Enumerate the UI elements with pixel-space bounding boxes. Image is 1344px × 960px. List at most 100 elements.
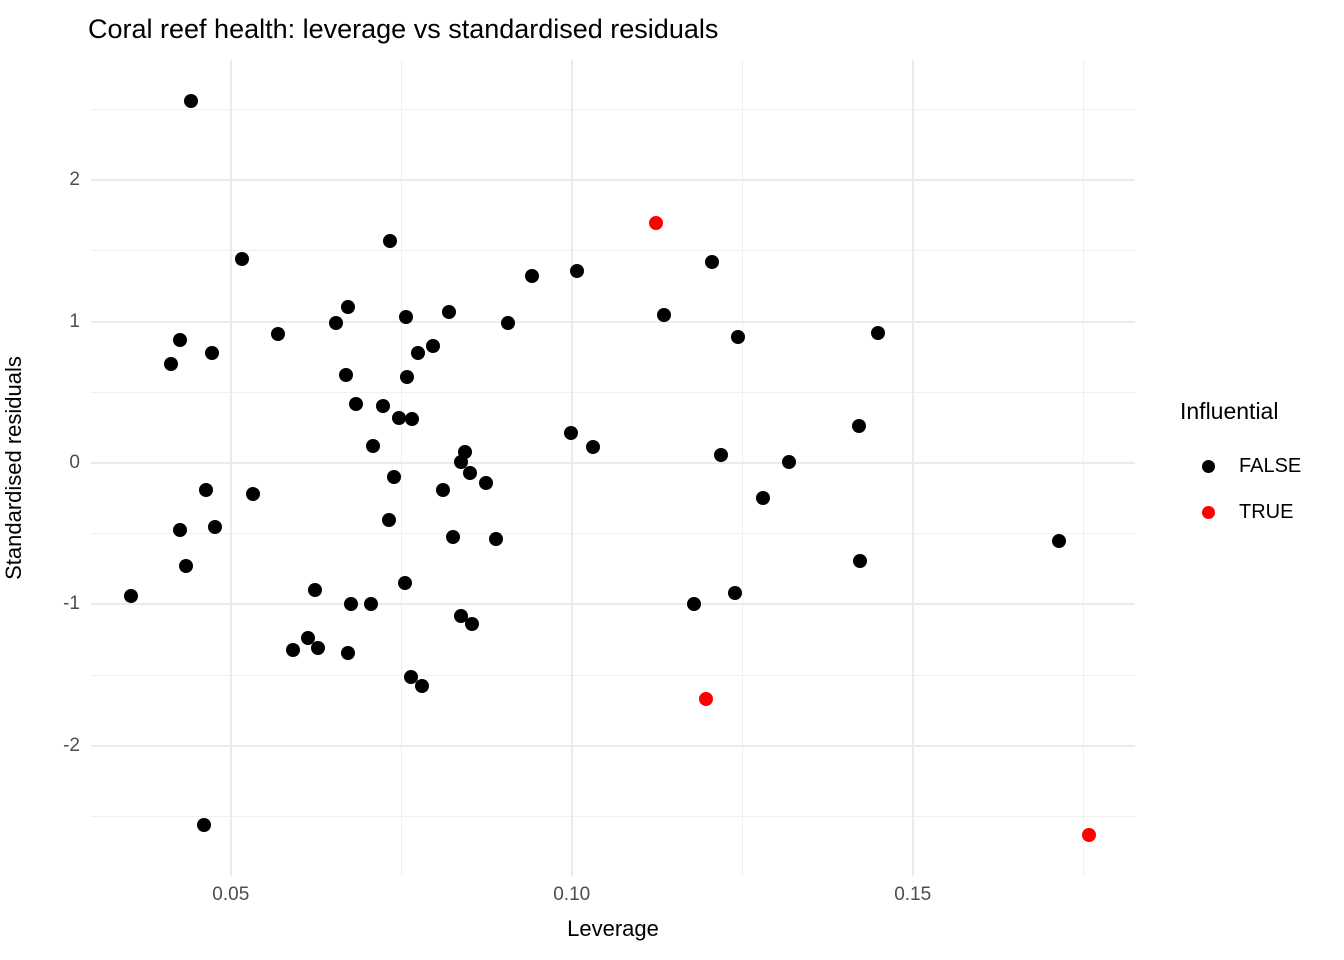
data-point-false bbox=[415, 679, 430, 694]
legend-dot-icon bbox=[1202, 459, 1215, 473]
chart-title: Coral reef health: leverage vs standardi… bbox=[88, 14, 719, 44]
legend-dot-icon bbox=[1202, 505, 1215, 519]
data-point-false bbox=[365, 439, 380, 454]
data-point-false bbox=[500, 316, 515, 331]
legend-item-true: TRUE bbox=[1180, 495, 1301, 529]
data-point-false bbox=[392, 410, 407, 425]
data-point-false bbox=[184, 94, 199, 108]
data-point-false bbox=[173, 522, 188, 537]
legend: Influential FALSE TRUE bbox=[1180, 398, 1301, 541]
y-tick-label: 0 bbox=[69, 452, 80, 474]
minor-gridline-vertical bbox=[1082, 60, 1084, 876]
major-gridline-vertical bbox=[570, 60, 573, 876]
major-gridline-horizontal bbox=[91, 179, 1135, 182]
data-point-false bbox=[381, 512, 396, 527]
legend-items: FALSE TRUE bbox=[1180, 449, 1301, 529]
y-tick-label: -2 bbox=[63, 734, 80, 756]
data-point-false bbox=[328, 316, 343, 331]
legend-label: FALSE bbox=[1239, 454, 1302, 477]
data-point-false bbox=[755, 491, 770, 506]
data-point-false bbox=[364, 597, 379, 612]
data-point-false bbox=[851, 419, 866, 434]
data-point-false bbox=[124, 588, 139, 603]
x-tick-label: 0.10 bbox=[553, 884, 591, 905]
minor-gridline-horizontal bbox=[91, 816, 1135, 818]
y-tick-label: 1 bbox=[69, 310, 80, 332]
data-point-false bbox=[397, 576, 412, 591]
x-tick-label: 0.15 bbox=[894, 884, 932, 905]
data-point-false bbox=[853, 553, 868, 568]
data-point-false bbox=[311, 641, 326, 656]
data-point-false bbox=[453, 608, 468, 623]
data-point-true bbox=[699, 692, 714, 707]
data-point-false bbox=[1051, 533, 1066, 548]
data-point-false bbox=[870, 325, 885, 340]
data-point-false bbox=[463, 465, 478, 480]
data-point-false bbox=[731, 330, 746, 345]
data-point-false bbox=[208, 519, 223, 534]
data-point-false bbox=[656, 307, 671, 322]
data-point-false bbox=[344, 597, 359, 612]
data-point-false bbox=[197, 818, 212, 833]
data-point-false bbox=[585, 440, 600, 455]
data-point-false bbox=[204, 345, 219, 360]
data-point-false bbox=[199, 482, 214, 497]
major-gridline-vertical bbox=[911, 60, 914, 876]
legend-item-false: FALSE bbox=[1180, 449, 1301, 483]
data-point-false bbox=[387, 470, 402, 485]
data-point-false bbox=[442, 304, 456, 319]
y-axis-label: Standardised residuals bbox=[1, 356, 26, 580]
data-point-false bbox=[403, 669, 418, 684]
data-point-false bbox=[348, 396, 363, 411]
data-point-false bbox=[478, 475, 493, 490]
data-point-false bbox=[341, 645, 356, 660]
data-point-false bbox=[382, 234, 397, 249]
data-point-false bbox=[781, 454, 796, 469]
data-point-false bbox=[339, 368, 354, 383]
data-point-false bbox=[564, 426, 579, 441]
data-point-false bbox=[687, 597, 702, 612]
data-point-false bbox=[405, 412, 420, 427]
data-point-false bbox=[179, 559, 194, 574]
data-point-false bbox=[489, 532, 504, 547]
data-point-false bbox=[234, 252, 249, 267]
major-gridline-horizontal bbox=[91, 603, 1135, 606]
data-point-false bbox=[426, 338, 441, 353]
minor-gridline-horizontal bbox=[91, 108, 1135, 110]
minor-gridline-vertical bbox=[400, 60, 402, 876]
data-point-false bbox=[704, 255, 719, 270]
data-point-false bbox=[341, 300, 356, 315]
data-point-false bbox=[172, 333, 187, 347]
data-point-false bbox=[464, 617, 479, 632]
y-tick-label: -1 bbox=[63, 593, 80, 615]
legend-title: Influential bbox=[1180, 398, 1279, 424]
data-point-false bbox=[435, 482, 450, 497]
major-gridline-horizontal bbox=[91, 462, 1135, 465]
data-point-false bbox=[399, 310, 414, 325]
data-point-false bbox=[727, 586, 742, 601]
data-point-false bbox=[714, 447, 729, 462]
x-tick-label: 0.05 bbox=[212, 884, 250, 905]
data-point-true bbox=[1082, 827, 1097, 842]
minor-gridline-vertical bbox=[741, 60, 743, 876]
data-point-false bbox=[270, 327, 285, 342]
data-point-false bbox=[453, 454, 468, 469]
y-tick-label: 2 bbox=[69, 169, 80, 191]
legend-label: TRUE bbox=[1239, 500, 1294, 523]
minor-gridline-horizontal bbox=[91, 533, 1135, 535]
plot-panel bbox=[91, 60, 1135, 876]
data-point-false bbox=[446, 529, 461, 544]
minor-gridline-horizontal bbox=[91, 250, 1135, 252]
major-gridline-horizontal bbox=[91, 320, 1135, 323]
major-gridline-vertical bbox=[229, 60, 232, 876]
x-axis-label: Leverage bbox=[567, 916, 659, 941]
data-point-false bbox=[285, 642, 300, 657]
minor-gridline-horizontal bbox=[91, 674, 1135, 676]
minor-gridline-horizontal bbox=[91, 391, 1135, 393]
data-point-false bbox=[300, 631, 315, 646]
data-point-false bbox=[246, 487, 261, 502]
data-point-false bbox=[569, 263, 584, 278]
data-point-false bbox=[164, 357, 179, 372]
data-point-false bbox=[375, 399, 390, 414]
